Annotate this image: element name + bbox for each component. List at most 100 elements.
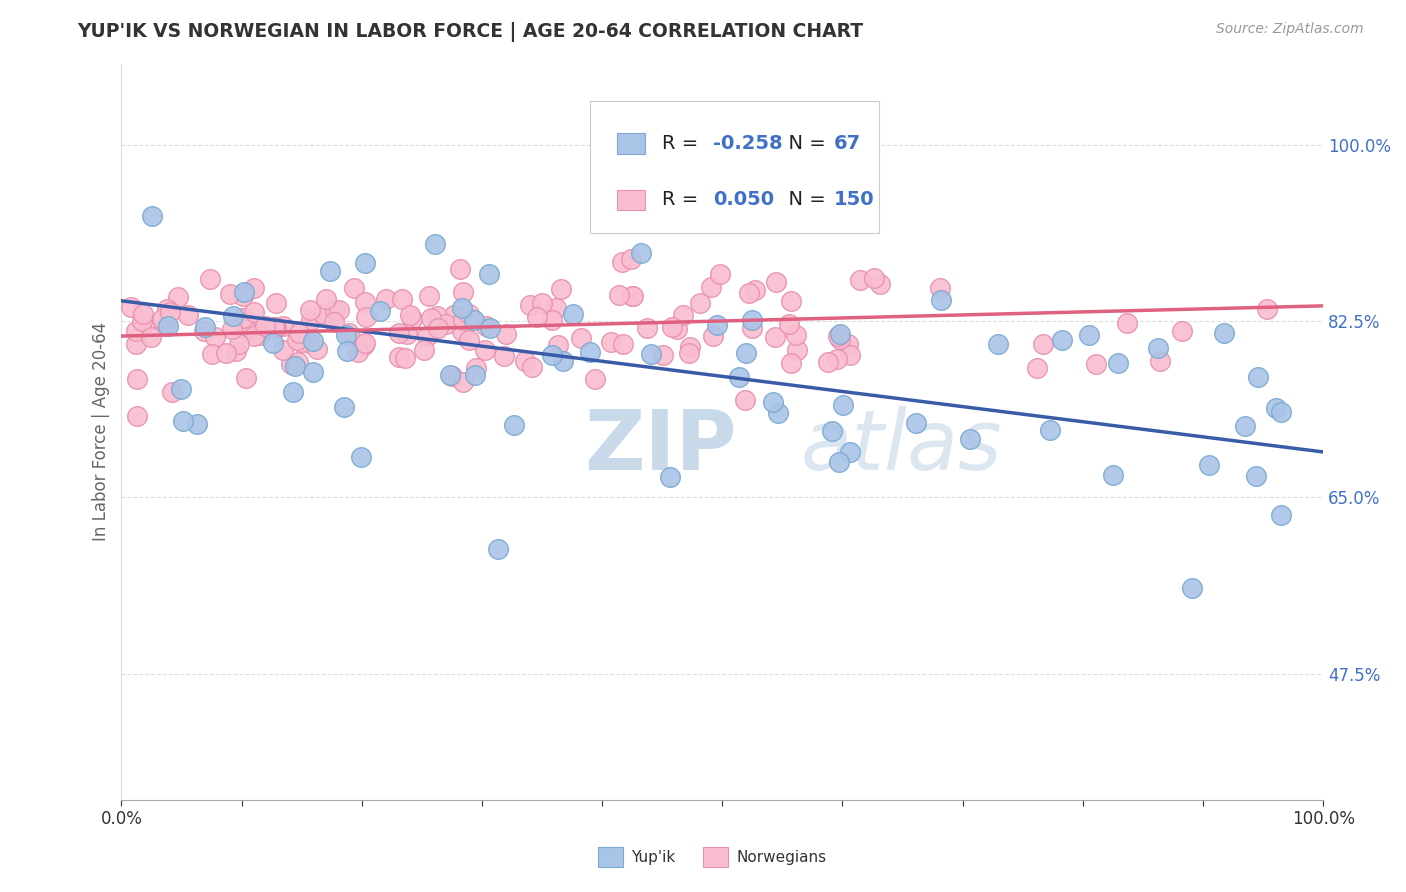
Point bbox=[156, 301, 179, 316]
Point bbox=[779, 293, 801, 308]
Point bbox=[515, 353, 537, 368]
Point bbox=[828, 327, 851, 342]
Point bbox=[1147, 341, 1170, 355]
Point bbox=[839, 445, 862, 459]
Point bbox=[298, 302, 321, 317]
Point bbox=[157, 319, 180, 334]
Point bbox=[744, 283, 766, 297]
Point bbox=[741, 320, 763, 334]
Point bbox=[1078, 328, 1101, 343]
Point bbox=[678, 340, 700, 354]
Point bbox=[1050, 333, 1073, 347]
Point bbox=[486, 541, 509, 556]
Point bbox=[520, 360, 543, 375]
Point bbox=[844, 131, 866, 145]
Point bbox=[298, 335, 321, 350]
Point bbox=[243, 329, 266, 343]
Point bbox=[236, 322, 259, 336]
Point bbox=[1198, 458, 1220, 473]
Point bbox=[200, 271, 222, 285]
Point bbox=[250, 326, 273, 341]
Point bbox=[862, 271, 884, 285]
Point bbox=[418, 288, 440, 302]
Point bbox=[307, 342, 329, 356]
Point bbox=[828, 455, 851, 469]
Point bbox=[155, 318, 177, 333]
Point bbox=[332, 400, 354, 414]
Point bbox=[391, 292, 413, 306]
Point bbox=[1149, 354, 1171, 368]
Point bbox=[353, 338, 375, 352]
Point bbox=[160, 384, 183, 399]
Point bbox=[495, 327, 517, 342]
Point bbox=[200, 347, 222, 361]
Point bbox=[354, 256, 377, 270]
Point bbox=[763, 330, 786, 344]
Point bbox=[416, 329, 439, 343]
Point bbox=[290, 334, 312, 349]
Point bbox=[394, 351, 416, 365]
Point bbox=[426, 310, 449, 324]
Point bbox=[700, 279, 723, 293]
Point bbox=[492, 349, 515, 363]
Point bbox=[177, 308, 200, 322]
Point bbox=[271, 343, 294, 358]
Point bbox=[869, 277, 891, 291]
Point bbox=[120, 300, 142, 314]
Point bbox=[243, 281, 266, 295]
Point bbox=[765, 275, 787, 289]
Point bbox=[621, 289, 644, 303]
Point bbox=[396, 327, 419, 342]
Point bbox=[464, 368, 486, 383]
Point bbox=[579, 345, 602, 359]
Point bbox=[1234, 418, 1257, 433]
Text: -0.258: -0.258 bbox=[713, 134, 782, 153]
Point bbox=[544, 301, 567, 315]
Point bbox=[387, 326, 409, 341]
Point bbox=[766, 406, 789, 420]
Point bbox=[478, 267, 501, 281]
Point bbox=[262, 336, 284, 351]
Point bbox=[821, 424, 844, 438]
Point bbox=[741, 313, 763, 327]
Point bbox=[1115, 316, 1137, 330]
Point bbox=[264, 320, 287, 334]
Point bbox=[785, 327, 807, 342]
Point bbox=[519, 298, 541, 312]
Point bbox=[636, 321, 658, 335]
FancyBboxPatch shape bbox=[591, 101, 879, 233]
Point bbox=[311, 307, 333, 321]
Point bbox=[659, 470, 682, 484]
Point bbox=[541, 348, 564, 362]
Point bbox=[526, 310, 548, 324]
Point bbox=[235, 371, 257, 385]
Point bbox=[356, 310, 378, 325]
Point bbox=[425, 237, 447, 252]
Point bbox=[1213, 326, 1236, 341]
Point bbox=[287, 354, 309, 368]
Point bbox=[734, 393, 756, 408]
Point bbox=[678, 346, 700, 360]
Point bbox=[337, 326, 360, 340]
Point bbox=[1102, 468, 1125, 483]
Point bbox=[343, 280, 366, 294]
Point bbox=[959, 432, 981, 446]
Point bbox=[1246, 468, 1268, 483]
Point bbox=[1107, 356, 1129, 370]
Point bbox=[167, 290, 190, 304]
Point bbox=[354, 336, 377, 351]
Point bbox=[478, 320, 501, 334]
Point bbox=[219, 287, 242, 301]
Point bbox=[235, 323, 257, 337]
Point bbox=[335, 327, 357, 342]
Point bbox=[420, 310, 443, 325]
Point bbox=[1256, 301, 1278, 316]
Point bbox=[531, 296, 554, 310]
Point bbox=[620, 252, 643, 266]
Point bbox=[661, 320, 683, 334]
Point bbox=[315, 292, 337, 306]
Point bbox=[232, 288, 254, 302]
Point bbox=[689, 296, 711, 310]
Point bbox=[630, 246, 652, 260]
Point bbox=[302, 334, 325, 348]
